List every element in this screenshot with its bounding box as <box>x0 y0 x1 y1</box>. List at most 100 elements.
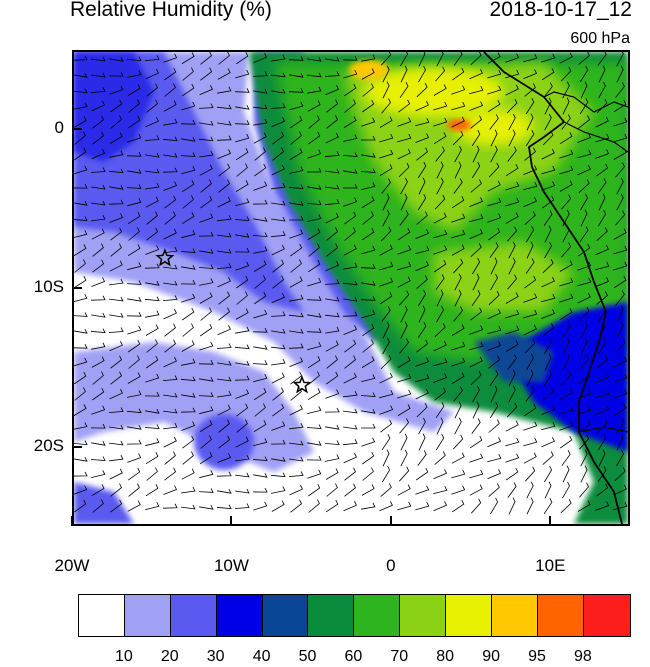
wind-barb <box>613 389 628 399</box>
wind-barb <box>560 66 572 82</box>
wind-barb <box>198 231 214 237</box>
wind-barb <box>307 214 322 222</box>
wind-barb <box>307 441 322 446</box>
wind-barb <box>541 181 556 191</box>
wind-barb <box>218 307 231 321</box>
wind-barb <box>416 402 428 418</box>
wind-barb <box>469 484 483 496</box>
wind-barb <box>272 403 285 417</box>
wind-barb <box>541 53 556 63</box>
wind-barb <box>216 104 232 110</box>
colorbar-box <box>216 595 263 636</box>
wind-barb <box>343 83 357 97</box>
wind-barb <box>144 424 160 429</box>
wind-barb <box>199 505 214 510</box>
wind-barb <box>163 392 178 398</box>
wind-barb <box>433 229 448 239</box>
wind-barb <box>253 420 267 433</box>
wind-barb <box>110 483 123 497</box>
wind-barb <box>505 292 519 304</box>
wind-barb <box>470 243 482 257</box>
wind-barb <box>110 227 123 241</box>
wind-barb <box>164 323 177 337</box>
wind-barb <box>128 227 140 241</box>
wind-barb <box>343 296 358 302</box>
wind-barb <box>616 305 624 323</box>
wind-barb <box>74 88 88 94</box>
wind-barb <box>164 339 177 353</box>
wind-barb <box>415 100 429 112</box>
wind-barb <box>217 120 232 126</box>
wind-barb <box>109 213 124 223</box>
lat-tick-label: 10S <box>33 277 64 296</box>
wind-barb <box>526 497 534 515</box>
wind-barb <box>91 214 106 222</box>
wind-barb <box>307 277 322 287</box>
wind-barb <box>126 439 142 445</box>
wind-barb <box>127 198 142 207</box>
wind-barb <box>489 401 499 419</box>
wind-barb <box>343 244 357 256</box>
wind-barb <box>379 164 393 177</box>
wind-barb <box>487 85 502 95</box>
wind-barb <box>91 184 106 190</box>
wind-barb <box>290 243 303 257</box>
wind-barb <box>289 276 303 288</box>
wind-barb <box>109 424 124 430</box>
wind-barb <box>382 193 390 211</box>
wind-barb <box>271 200 286 206</box>
wind-barb <box>526 353 534 371</box>
wind-barb <box>559 149 574 159</box>
wind-barb <box>91 72 106 78</box>
wind-barb <box>271 500 285 512</box>
wind-barb <box>288 88 304 93</box>
rh-fill-98 <box>447 119 471 131</box>
rh-fill-95 <box>349 60 389 80</box>
wind-barb <box>289 148 303 160</box>
wind-barb <box>288 343 304 349</box>
wind-barb <box>577 277 592 287</box>
wind-barb <box>235 180 249 193</box>
wind-barb <box>452 67 465 81</box>
wind-barb <box>126 408 142 414</box>
wind-barb <box>616 321 624 339</box>
colorbar-box <box>79 595 125 636</box>
wind-barb <box>91 100 105 112</box>
wind-barb <box>289 101 304 111</box>
wind-barb <box>559 293 574 303</box>
wind-barb <box>541 405 556 415</box>
wind-barb <box>234 344 250 350</box>
wind-barb <box>307 56 322 62</box>
wind-barb <box>360 392 376 397</box>
wind-barb <box>578 179 590 193</box>
wind-barb <box>577 389 592 399</box>
wind-barb <box>74 387 86 401</box>
wind-barb <box>452 130 464 146</box>
wind-barb <box>615 162 625 178</box>
wind-barb <box>307 86 322 94</box>
wind-barb <box>418 177 426 195</box>
wind-barb <box>307 356 321 369</box>
rh-fill-20-south <box>74 342 314 472</box>
wind-barb <box>126 152 142 157</box>
wind-barb <box>434 451 446 465</box>
wind-barb <box>253 374 268 383</box>
wind-barb <box>325 212 339 224</box>
wind-barb <box>451 244 465 256</box>
lon-tick-mark <box>230 516 233 526</box>
wind-barb <box>380 354 392 370</box>
wind-barb <box>382 81 390 99</box>
wind-barb <box>451 116 465 128</box>
wind-barb <box>325 425 340 430</box>
wind-barb <box>397 261 412 271</box>
wind-barb <box>144 296 160 302</box>
wind-barb <box>398 99 411 113</box>
lon-tick-mark <box>389 516 392 526</box>
wind-barb <box>199 377 214 382</box>
wind-barb <box>433 117 448 127</box>
wind-barb <box>146 467 158 481</box>
wind-barb <box>381 52 392 66</box>
wind-barb <box>488 355 501 369</box>
wind-barb <box>163 264 178 270</box>
wind-barb <box>109 455 124 462</box>
